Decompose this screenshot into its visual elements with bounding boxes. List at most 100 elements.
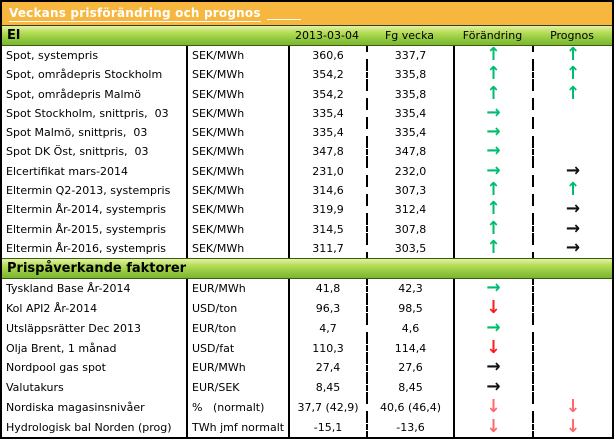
previous-value: 307,3 (366, 180, 453, 201)
row-unit: TWh jmf normalt (186, 417, 288, 437)
current-value: 27,4 (288, 358, 366, 378)
row-unit: USD/fat (186, 338, 288, 358)
row-unit: SEK/MWh (186, 65, 288, 85)
table-row: Tyskland Base År-2014 EUR/MWh 41,8 42,3 → (2, 279, 612, 299)
previous-value: 8,45 (366, 377, 453, 398)
row-unit: EUR/ton (186, 318, 288, 339)
table-row: Elcertifikat mars-2014 SEK/MWh 231,0 232,0 →… (2, 161, 612, 181)
previous-value: 335,4 (366, 103, 453, 124)
previous-value: 347,8 (366, 142, 453, 162)
table-row: Spot, systempris SEK/MWh 360,6 337,7 ↑ ↑ (2, 46, 612, 66)
previous-value: 42,3 (366, 279, 453, 299)
row-label: Eltermin Q2-2013, systempris (6, 183, 171, 197)
row-label: Hydrologisk bal Norden (prog) (6, 420, 172, 434)
arrow-up-icon: ↑ (486, 219, 501, 239)
arrow-right-icon: → (565, 200, 581, 220)
current-value: 96,3 (288, 298, 366, 319)
table-row: Eltermin Q2-2013, systempris SEK/MWh 314,6… (2, 180, 612, 201)
table-row: Olja Brent, 1 månad USD/fat 110,3 114,4 ↓ (2, 338, 612, 358)
current-value: 37,7 (42,9) (288, 397, 366, 418)
change-arrow-cell: → (453, 318, 532, 339)
arrow-up-icon: ↑ (565, 84, 581, 104)
el-section-rows: Spot, systempris SEK/MWh 360,6 337,7 ↑ ↑ Spot,… (2, 46, 612, 258)
arrow-down-icon: ↓ (565, 417, 581, 437)
arrow-up-icon: ↑ (565, 180, 581, 201)
previous-value: 40,6 (46,4) (366, 397, 453, 418)
arrow-up-icon: ↑ (486, 46, 501, 66)
forecast-arrow-cell: ↑ (532, 46, 612, 66)
arrow-right-icon: → (486, 142, 501, 162)
table-title-bar: Veckans prisförändring och prognos (2, 2, 612, 26)
change-arrow-cell: ↑ (453, 84, 532, 104)
row-label: Nordpool gas spot (6, 361, 106, 375)
forecast-arrow-cell: → (532, 238, 612, 258)
column-header-forecast: Prognos (550, 29, 594, 42)
arrow-right-icon: → (486, 358, 501, 378)
row-unit: SEK/MWh (186, 180, 288, 201)
previous-value: 337,7 (366, 46, 453, 66)
arrow-right-icon: → (486, 161, 501, 181)
arrow-up-icon: ↑ (486, 180, 501, 201)
title-underline-decoration (266, 7, 301, 20)
row-label: Kol API2 År-2014 (6, 302, 98, 316)
section-title-price-factors: Prispåverkande faktorer (7, 261, 187, 276)
previous-value: 303,5 (366, 238, 453, 258)
change-arrow-cell: ↓ (453, 298, 532, 319)
current-value: 311,7 (288, 238, 366, 258)
row-label: Spot DK Öst, snittpris, 03 (6, 145, 149, 159)
forecast-arrow-cell: → (532, 161, 612, 181)
table-row: Eltermin År-2014, systempris SEK/MWh 319,9… (2, 200, 612, 220)
table-row: Eltermin År-2016, systempris SEK/MWh 311,7… (2, 238, 612, 258)
previous-value: 4,6 (366, 318, 453, 339)
table-row: Hydrologisk bal Norden (prog) TWh jmf nor… (2, 417, 612, 437)
forecast-arrow-cell (532, 377, 612, 398)
change-arrow-cell: ↓ (453, 338, 532, 358)
row-unit: SEK/MWh (186, 200, 288, 220)
forecast-arrow-cell: ↑ (532, 84, 612, 104)
forecast-arrow-cell: ↓ (532, 417, 612, 437)
previous-value: 307,8 (366, 219, 453, 239)
change-arrow-cell: → (453, 279, 532, 299)
table-row: Utsläppsrätter Dec 2013 EUR/ton 4,7 4,6 → (2, 318, 612, 339)
forecast-arrow-cell: ↓ (532, 397, 612, 418)
change-arrow-cell: ↓ (453, 417, 532, 437)
table-row: Spot DK Öst, snittpris, 03 SEK/MWh 347,8 34… (2, 142, 612, 162)
table-row: Spot, områdepris Stockholm SEK/MWh 354,2 33… (2, 65, 612, 85)
row-unit: SEK/MWh (186, 238, 288, 258)
row-label: Utsläppsrätter Dec 2013 (6, 321, 142, 335)
forecast-arrow-cell (532, 338, 612, 358)
current-value: 360,6 (288, 46, 366, 66)
row-unit: EUR/SEK (186, 377, 288, 398)
price-factors-section-rows: Tyskland Base År-2014 EUR/MWh 41,8 42,3 → Kol… (2, 279, 612, 437)
row-label: Spot, systempris (6, 49, 99, 63)
forecast-arrow-cell (532, 358, 612, 378)
row-label: Tyskland Base År-2014 (6, 282, 131, 296)
table-row: Nordiska magasinsnivåer % (normalt) 37,7 (… (2, 397, 612, 418)
forecast-arrow-cell: ↑ (532, 180, 612, 201)
change-arrow-cell: ↓ (453, 397, 532, 418)
arrow-up-icon: ↑ (486, 65, 501, 85)
change-arrow-cell: → (453, 358, 532, 378)
row-label: Olja Brent, 1 månad (6, 341, 117, 355)
forecast-arrow-cell: ↑ (532, 65, 612, 85)
change-arrow-cell: → (453, 377, 532, 398)
current-value: 335,4 (288, 123, 366, 143)
table-title: Veckans prisförändring och prognos (9, 5, 261, 22)
arrow-right-icon: → (486, 318, 501, 339)
section-title-el: El (7, 28, 21, 43)
change-arrow-cell: → (453, 123, 532, 143)
row-unit: SEK/MWh (186, 103, 288, 124)
current-value: 8,45 (288, 377, 366, 398)
arrow-down-icon: ↓ (486, 338, 501, 358)
previous-value: 232,0 (366, 161, 453, 181)
row-unit: SEK/MWh (186, 142, 288, 162)
row-unit: SEK/MWh (186, 123, 288, 143)
change-arrow-cell: ↑ (453, 65, 532, 85)
row-label: Elcertifikat mars-2014 (6, 164, 129, 178)
change-arrow-cell: ↑ (453, 238, 532, 258)
section-header-price-factors: Prispåverkande faktorer (2, 258, 612, 279)
change-arrow-cell: → (453, 142, 532, 162)
table-row: Spot Malmö, snittpris, 03 SEK/MWh 335,4 335… (2, 123, 612, 143)
arrow-right-icon: → (486, 123, 501, 143)
current-value: 319,9 (288, 200, 366, 220)
